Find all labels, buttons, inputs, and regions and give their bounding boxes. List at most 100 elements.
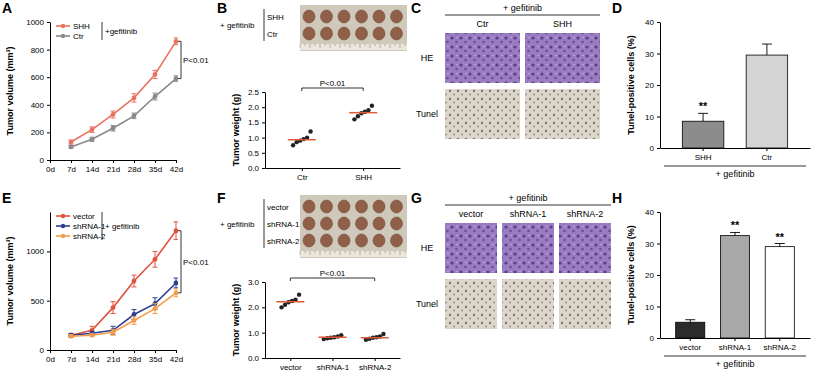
x-tick: vector [280, 358, 302, 372]
axis-line [266, 168, 401, 169]
tumor [338, 10, 350, 23]
tick-mark [262, 138, 265, 139]
tick-mark [262, 358, 265, 359]
tick-label: SHH [355, 173, 372, 182]
point [132, 113, 137, 118]
tick-mark [262, 122, 265, 123]
x-tick: 0d [46, 160, 55, 174]
error-cap [132, 324, 137, 325]
tumor [303, 200, 315, 213]
tick-label: 200 [31, 128, 45, 137]
tick-label: 21d [107, 355, 120, 364]
tick-label: 40 [645, 18, 654, 27]
tick-label: Ctr [762, 153, 773, 162]
annotation: P<0.01 [320, 269, 346, 278]
axis: 0.00.51.01.52.02.5 [248, 88, 266, 173]
plot-marks [676, 232, 795, 338]
error-bar [132, 113, 137, 119]
panel-label: D [612, 0, 622, 16]
tick-label: 10 [645, 303, 654, 312]
y-tick: 2.5 [248, 88, 265, 97]
tick-mark [113, 350, 114, 353]
error-cap [153, 297, 158, 298]
series-line [71, 231, 176, 335]
axis: 010203040 [645, 18, 660, 153]
x-tick: shRNA-1 [719, 338, 752, 352]
legend-marker [61, 24, 65, 28]
y-tick: 0.0 [248, 164, 265, 173]
tumor [356, 27, 368, 40]
error-cap [685, 319, 695, 320]
point [352, 117, 356, 121]
point [366, 108, 370, 112]
tick-label: 42d [170, 165, 183, 174]
error-cap [153, 93, 158, 94]
point [90, 127, 95, 132]
photo-background [300, 195, 407, 258]
ruler [300, 251, 407, 257]
tumor [303, 27, 315, 40]
ruler-tick [320, 44, 321, 48]
error-bar [132, 316, 137, 324]
tick-mark [703, 148, 704, 151]
point [132, 96, 137, 101]
legend-marker [61, 34, 65, 38]
tick-mark [176, 350, 177, 353]
tumor [303, 234, 315, 247]
error-cap [111, 329, 116, 330]
point [174, 228, 178, 233]
ruler-tick [390, 44, 391, 48]
tick-label: 1000 [26, 18, 44, 27]
error-bar [762, 44, 772, 55]
row-label: Tunel [416, 109, 438, 119]
tick-label: SHH [695, 153, 712, 162]
ruler-tick [310, 251, 311, 255]
micrograph [445, 279, 497, 329]
tick-label: vector [679, 343, 701, 352]
point [132, 318, 137, 323]
tick-mark [766, 148, 767, 151]
legend-marker [61, 224, 65, 228]
y-tick: 10 [645, 303, 660, 312]
y-tick: 1.0 [248, 329, 265, 338]
legend-item: shRNA-1 [56, 222, 106, 231]
y-tick: 30 [645, 240, 660, 249]
error-cap [153, 251, 158, 252]
tick-mark [779, 338, 780, 341]
error-bar [174, 222, 179, 240]
micrograph [525, 89, 600, 139]
x-tick: 7d [67, 350, 76, 364]
tumor [356, 217, 368, 230]
error-bar [730, 232, 740, 235]
row-label: shRNA-1 [267, 220, 300, 229]
x-tick: 28d [128, 160, 141, 174]
tick-label: shRNA-1 [317, 363, 350, 372]
ruler-tick [400, 44, 401, 48]
error-stem [703, 113, 704, 121]
bracket [290, 278, 374, 281]
axis: vectorshRNA-1shRNA-2 [266, 358, 401, 372]
point [111, 126, 116, 131]
tick-label: 7d [67, 165, 76, 174]
tumor [356, 234, 368, 247]
bracket [178, 41, 181, 78]
point [132, 279, 137, 284]
column-label: shRNA-2 [567, 209, 604, 219]
point [111, 305, 116, 310]
tick-mark [47, 160, 50, 161]
tumor [373, 234, 385, 247]
error-cap [174, 288, 179, 289]
error-cap [132, 286, 137, 287]
error-cap [174, 296, 179, 297]
error-cap [111, 313, 116, 314]
y-tick: 1.0 [248, 134, 265, 143]
bar [746, 55, 787, 148]
axis-line [660, 213, 661, 339]
y-tick: 20 [645, 271, 660, 280]
caption: + gefitinib [220, 21, 255, 30]
legend-marker [61, 214, 65, 218]
error-bar [69, 140, 74, 144]
x-tick: Ctr [297, 168, 308, 182]
ruler-tick [370, 251, 371, 255]
plot-marks [288, 103, 377, 147]
